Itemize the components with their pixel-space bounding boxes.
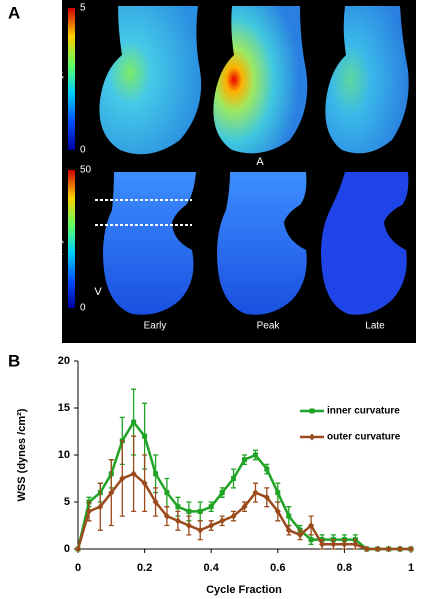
velocity-colorbar (68, 8, 75, 150)
marker (297, 531, 304, 539)
marker (219, 490, 225, 496)
annotation: V (94, 286, 102, 298)
marker (363, 545, 370, 553)
marker (174, 517, 181, 525)
velocity-image (99, 6, 202, 155)
marker (263, 493, 270, 501)
marker (164, 490, 170, 496)
marker (242, 457, 247, 463)
marker (275, 490, 281, 496)
marker (330, 540, 337, 548)
marker (285, 526, 292, 534)
colorbar-label: Velocity, cm/s (52, 44, 64, 111)
marker (397, 545, 404, 553)
x-tick-label: 0.6 (270, 562, 285, 574)
colorbar-min: 0 (80, 303, 86, 314)
marker (308, 537, 314, 543)
marker (197, 526, 204, 534)
wss-image (217, 172, 307, 315)
velocity-image (325, 6, 409, 154)
panel-label: A (8, 3, 20, 22)
marker (274, 507, 281, 515)
marker (142, 433, 148, 439)
y-axis-label: WSS (dynes /cm²) (16, 408, 28, 501)
marker (119, 475, 126, 482)
y-tick-label: 0 (64, 543, 70, 555)
marker (219, 517, 226, 525)
column-label: Early (144, 321, 167, 332)
panel-label: B (8, 351, 20, 370)
marker (141, 479, 148, 487)
marker (153, 471, 159, 477)
y-tick-label: 5 (64, 496, 70, 508)
colorbar-min: 0 (80, 145, 86, 156)
marker (374, 545, 381, 553)
velocity-image (213, 6, 308, 154)
marker (97, 503, 104, 511)
y-tick-label: 10 (58, 449, 70, 461)
marker (309, 433, 315, 441)
marker (230, 512, 237, 520)
marker (185, 522, 192, 529)
colorbar-max: 5 (80, 3, 86, 14)
marker (85, 507, 92, 515)
marker (308, 522, 315, 529)
marker (75, 545, 81, 553)
marker (152, 498, 159, 506)
wss-image (103, 172, 196, 315)
y-tick-label: 15 (58, 402, 70, 414)
x-tick-label: 0 (75, 562, 81, 574)
marker (309, 408, 315, 414)
x-tick-label: 0.2 (137, 562, 152, 574)
marker (186, 508, 192, 514)
marker (175, 504, 181, 510)
marker (163, 512, 170, 520)
marker (197, 508, 203, 514)
marker (108, 489, 115, 497)
x-tick-label: 0.4 (204, 562, 220, 574)
marker (385, 545, 392, 553)
marker (286, 513, 292, 519)
x-tick-label: 1 (408, 562, 414, 574)
marker (341, 540, 348, 548)
marker (131, 419, 137, 425)
marker (130, 470, 137, 478)
colorbar-max: 50 (80, 165, 92, 176)
marker (208, 522, 215, 529)
colorbar-label: WSS, dynes/cm² (52, 199, 64, 281)
marker (241, 503, 248, 511)
marker (264, 466, 270, 472)
legend-label: inner curvature (327, 406, 400, 417)
column-label: Peak (257, 321, 281, 332)
y-tick-label: 20 (58, 355, 70, 367)
marker (408, 545, 414, 553)
annotation: A (256, 156, 264, 168)
x-axis-label: Cycle Fraction (206, 584, 282, 596)
marker (208, 504, 214, 510)
wss-colorbar (68, 170, 75, 308)
legend-label: outer curvature (327, 432, 401, 443)
marker (252, 489, 259, 497)
marker (352, 540, 359, 548)
marker (252, 452, 258, 458)
marker (319, 540, 326, 548)
marker (231, 476, 237, 481)
wss-image (321, 172, 409, 315)
column-label: Late (365, 321, 385, 332)
x-tick-label: 0.8 (337, 562, 352, 574)
